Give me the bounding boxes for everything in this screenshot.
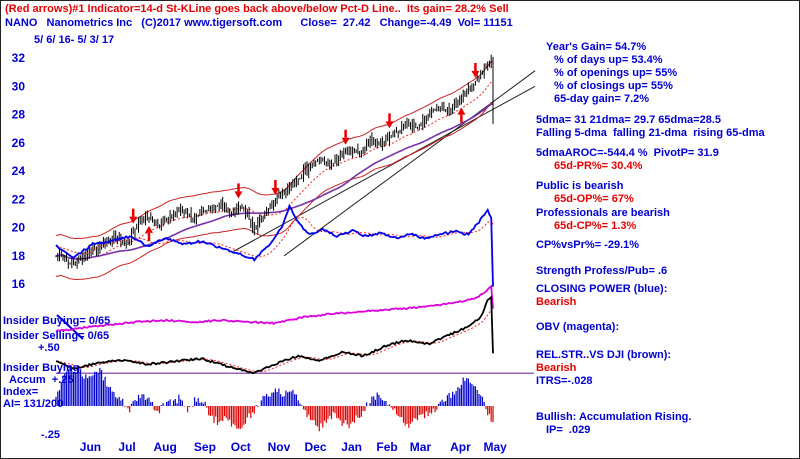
month-axis-label: May	[484, 440, 508, 454]
stat-line: Year's Gain= 54.7%	[546, 41, 647, 53]
sell-arrow-icon	[129, 216, 138, 224]
stat-line: Bullish: Accumulation Rising.	[536, 411, 692, 423]
stat-line: Professionals are bearish	[536, 207, 670, 219]
left-scale-label: Insider Selling= 0/65	[3, 330, 110, 342]
month-axis-label: Nov	[268, 440, 291, 454]
ma21-dotted-line	[55, 81, 494, 260]
trendlines	[233, 70, 536, 257]
month-axis-label: Sep	[194, 440, 216, 454]
closing-power-line	[55, 203, 494, 287]
month-axis-label: Jun	[80, 440, 101, 454]
month-axis-label: Apr	[450, 440, 471, 454]
left-scale-label: -.25	[41, 429, 60, 441]
sell-arrow-icon	[471, 70, 480, 78]
price-axis-label: 26	[12, 136, 26, 150]
month-axis-label: Jul	[118, 440, 135, 454]
price-axis: 32 30 28 26 24 22 20 18 16	[12, 51, 26, 291]
stat-line: OBV (magenta):	[536, 321, 620, 333]
stat-line: CP%vsPr%= -29.1%	[536, 239, 640, 251]
month-axis-label: Aug	[154, 440, 177, 454]
left-scale-label: +.50	[38, 342, 60, 354]
stat-line: 65d-PR%= 30.4%	[554, 160, 643, 172]
stat-line: Bearish	[536, 296, 577, 308]
stat-line: CLOSING POWER (blue):	[536, 283, 668, 295]
stat-line: 5dma= 31 21dma= 29.7 65dma=28.5	[536, 114, 721, 126]
price-axis-label: 22	[12, 192, 26, 206]
relative-strength-line	[55, 295, 494, 375]
left-scale-label: Index=	[3, 386, 39, 398]
price-bands	[55, 60, 494, 281]
price-axis-label: 16	[12, 277, 26, 291]
obv-line	[55, 284, 494, 333]
stat-line: 5dmaAROC=-544.4 % PivotP= 31.9	[536, 147, 719, 159]
sell-arrow-icon	[385, 121, 394, 129]
month-axis: Jun Jul Aug Sep Oct Nov Dec Jan Feb Mar Apr May	[80, 440, 507, 454]
stat-line: REL.STR..VS DJI (brown):	[536, 349, 672, 361]
candlesticks	[55, 54, 494, 269]
ma65-line	[55, 103, 494, 260]
stat-line: 65-day gain= 7.2%	[554, 93, 650, 105]
quote-header-text: NANO Nanometrics Inc (C)2017 www.tigerso…	[5, 17, 513, 29]
stat-line: % of days up= 53.4%	[554, 54, 663, 66]
pctd-dotted-line	[55, 216, 494, 258]
buy-arrow-icon	[457, 107, 466, 115]
signal-header-text: (Red arrows)#1 Indicator=14-d St-KLine g…	[5, 3, 509, 15]
sell-arrow-icon	[341, 137, 350, 145]
accumulation-index-bars	[55, 365, 494, 432]
left-scale-label: Insider Buying	[3, 362, 80, 374]
month-axis-label: Oct	[231, 440, 251, 454]
sell-arrow-icon	[271, 188, 280, 195]
price-axis-label: 28	[12, 108, 26, 122]
stat-line: % of closings up= 55%	[554, 80, 673, 92]
stat-line: 65d-OP%= 67%	[554, 193, 634, 205]
price-axis-label: 32	[12, 51, 26, 65]
stat-line: % of openings up= 55%	[554, 67, 678, 79]
left-scale-label: Accum +.25	[9, 374, 74, 386]
price-axis-label: 18	[12, 249, 26, 263]
stat-line: Strength Profess/Pub= .6	[536, 265, 668, 277]
insider-line	[56, 314, 84, 340]
month-axis-label: Mar	[410, 440, 432, 454]
stat-line: IP= .029	[546, 424, 591, 436]
month-axis-label: Jan	[341, 440, 362, 454]
month-axis-label: Dec	[305, 440, 327, 454]
date-range-label: 5/ 6/ 16- 5/ 3/ 17	[34, 34, 115, 46]
stat-line: Public is bearish	[536, 180, 624, 192]
stat-line: Bearish	[536, 362, 577, 374]
stat-line: Falling 5-dma falling 21-dma rising 65-d…	[536, 127, 765, 139]
left-scale-label: Insider Buying= 0/65	[3, 315, 111, 327]
price-axis-label: 30	[12, 79, 26, 93]
sell-arrow-icon	[234, 191, 243, 199]
price-axis-label: 20	[12, 221, 26, 235]
left-scale-label: AI= 131/200	[3, 398, 64, 410]
month-axis-label: Feb	[376, 440, 397, 454]
buy-arrow-icon	[145, 225, 153, 233]
signal-arrows	[129, 62, 480, 241]
stat-line: ITRS=-.028	[536, 375, 593, 387]
rs-dotted-line	[55, 308, 494, 373]
price-axis-label: 24	[12, 164, 26, 178]
stat-line: 65d-CP%= 1.3%	[554, 220, 637, 232]
